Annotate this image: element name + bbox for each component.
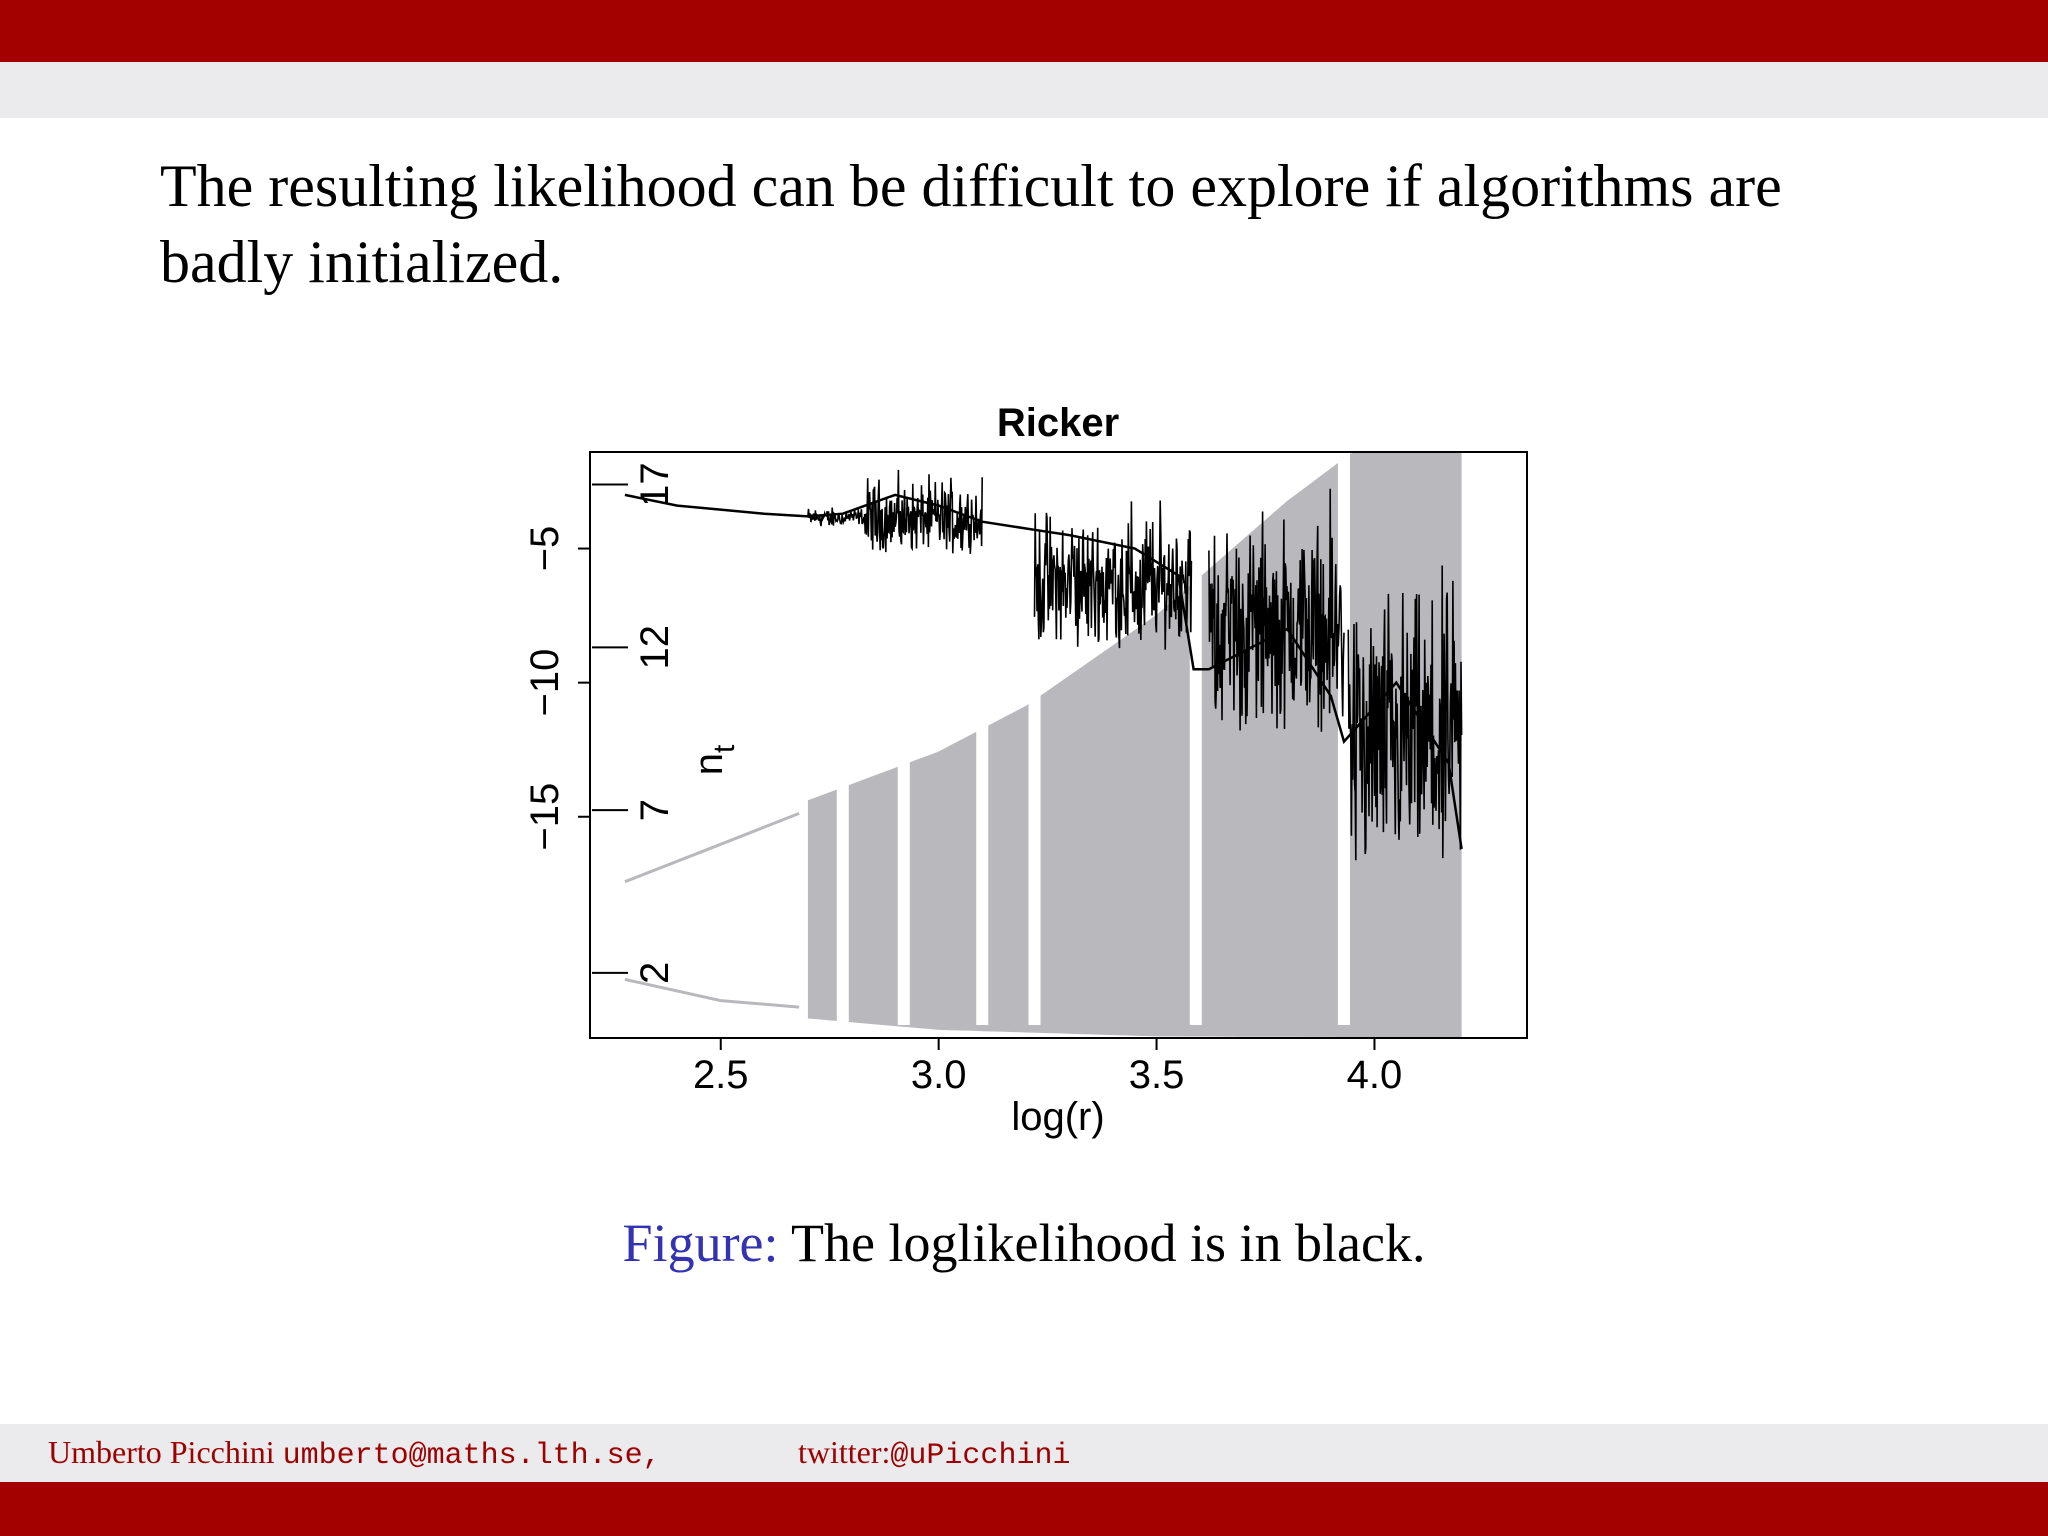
slide-body-text: The resulting likelihood can be difficul… (160, 148, 1880, 300)
loglikelihood-layer (624, 469, 1463, 861)
x-tick-label: 3.5 (1129, 1053, 1185, 1097)
bifurcation-branch (624, 977, 800, 1009)
x-axis-label: log(r) (1011, 1095, 1104, 1139)
body-line: The resulting likelihood can be difficul… (160, 153, 1782, 219)
periodic-window (836, 452, 849, 1025)
bifurcation-branch (624, 812, 800, 884)
x-axis: 2.5 3.0 3.5 4.0 (693, 1038, 1402, 1097)
body-line: badly initialized. (160, 229, 564, 295)
caption-text: The loglikelihood is in black. (778, 1213, 1426, 1273)
left-y-tick-label: −5 (523, 526, 567, 572)
inner-y-label-sub: t (708, 744, 741, 753)
left-y-tick-label: −10 (523, 649, 567, 717)
loglikelihood-noise (1208, 488, 1345, 732)
figure-caption: Figure: The loglikelihood is in black. (0, 1212, 2048, 1274)
twitter-handle[interactable]: @uPicchini (890, 1439, 1071, 1473)
inner-y-label-main: n (687, 753, 731, 775)
author-name: Umberto Picchini (48, 1434, 275, 1470)
header-strip (0, 62, 2048, 118)
author-email[interactable]: umberto@maths.lth.se, (282, 1439, 661, 1473)
periodic-window (897, 452, 910, 1025)
loglikelihood-noise (863, 469, 983, 554)
x-tick-label: 3.0 (911, 1053, 967, 1097)
inner-y-tick-label: 17 (633, 462, 677, 507)
loglikelihood-noise (807, 507, 866, 527)
caption-label: Figure: (622, 1213, 779, 1273)
left-y-tick-label: −15 (523, 783, 567, 851)
footer: Umberto Picchini umberto@maths.lth.se, t… (48, 1432, 1070, 1473)
chart-title: Ricker (997, 401, 1119, 445)
footer-bar (0, 1482, 2048, 1536)
twitter-label: twitter: (798, 1434, 891, 1470)
header-bar (0, 0, 2048, 62)
inner-y-axis: 17 12 7 2 (592, 462, 677, 984)
loglikelihood-noise (1347, 565, 1463, 861)
inner-y-tick-label: 2 (633, 962, 677, 984)
inner-y-tick-label: 7 (633, 799, 677, 821)
inner-y-axis-label: nt (687, 744, 741, 775)
periodic-window (976, 452, 989, 1025)
footer-strip (0, 1424, 2048, 1482)
x-tick-label: 2.5 (693, 1053, 749, 1097)
x-tick-label: 4.0 (1347, 1053, 1403, 1097)
svg-text:nt: nt (687, 744, 741, 775)
periodic-window (1189, 452, 1202, 1025)
inner-y-tick-label: 12 (633, 625, 677, 670)
bifurcation-layer (624, 452, 1462, 1038)
left-y-axis: −5 −10 −15 (523, 526, 590, 851)
plot-frame (589, 451, 1528, 1039)
loglikelihood-noise (1033, 500, 1193, 650)
